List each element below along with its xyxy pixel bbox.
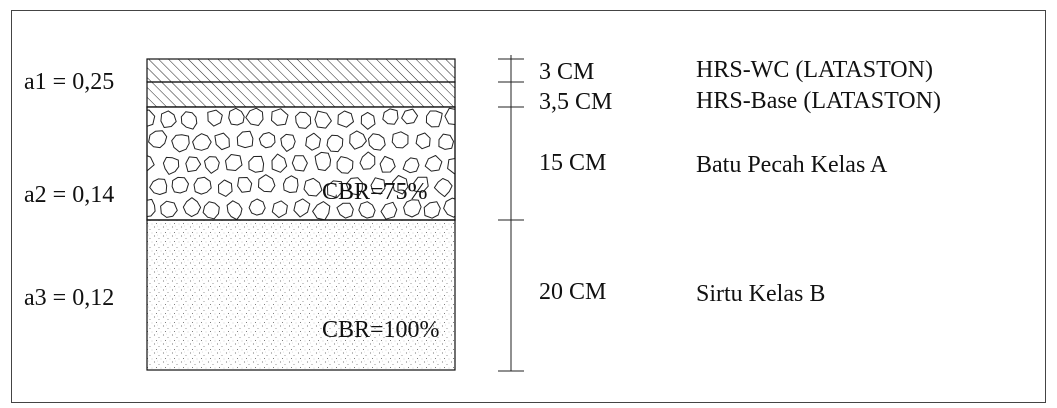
- thickness-dimension-line: [498, 55, 524, 372]
- material-layer-2: HRS-Base (LATASTON): [696, 88, 941, 114]
- stone-shape: [160, 200, 178, 218]
- stone-shape: [258, 174, 276, 193]
- stone-shape: [248, 198, 266, 216]
- stone-shape: [368, 133, 386, 151]
- layer-hrs-wc-fill: [146, 58, 456, 83]
- stone-shape: [438, 133, 454, 150]
- stone-shape: [379, 155, 396, 173]
- stone-shape: [336, 156, 354, 174]
- stone-shape: [358, 201, 376, 219]
- stone-shape: [160, 110, 177, 128]
- stone-shape: [295, 111, 312, 129]
- stone-shape: [228, 107, 245, 126]
- stone-shape: [248, 155, 265, 173]
- stone-shape: [401, 108, 419, 125]
- layer-hrs-base-fill: [146, 81, 456, 108]
- stone-shape: [162, 156, 180, 175]
- stone-shape: [349, 130, 367, 150]
- stone-shape: [225, 154, 243, 171]
- stone-shape: [345, 177, 363, 196]
- thickness-layer-1: 3 CM: [539, 59, 595, 85]
- stone-shape: [326, 134, 344, 153]
- stone-shape: [380, 201, 398, 220]
- stone-shape: [336, 202, 354, 219]
- thickness-layer-3: 15 CM: [539, 150, 607, 176]
- stone-shape: [433, 178, 453, 198]
- stone-shape: [337, 110, 354, 128]
- stone-shape: [391, 131, 409, 149]
- stone-shape: [312, 201, 331, 220]
- stone-shape: [413, 176, 429, 193]
- stone-shape: [458, 177, 474, 194]
- stone-shape: [147, 109, 156, 127]
- coefficient-a2-label: a2 = 0,14: [24, 182, 115, 208]
- stone-shape: [293, 198, 311, 218]
- stone-shape: [207, 109, 223, 127]
- stone-shape: [226, 200, 243, 220]
- stone-shape: [444, 107, 455, 125]
- layer-sirtu-fill: [146, 219, 456, 371]
- stone-shape: [402, 157, 420, 174]
- stone-shape: [149, 178, 168, 195]
- stone-shape: [258, 132, 276, 149]
- stone-shape: [192, 133, 212, 151]
- stone-shape: [403, 199, 422, 218]
- stone-shape: [359, 151, 376, 170]
- stone-shape: [148, 130, 168, 149]
- stone-shape: [424, 155, 443, 172]
- stone-shape: [392, 175, 409, 195]
- stone-shape: [218, 179, 233, 197]
- stone-shape: [425, 110, 443, 128]
- stone-shape: [171, 134, 190, 153]
- stone-shape: [147, 198, 156, 217]
- stone-shape: [214, 132, 230, 151]
- stone-shape: [423, 201, 441, 219]
- stone-shape: [271, 200, 288, 219]
- stone-shape: [280, 133, 296, 152]
- stone-shape: [360, 111, 376, 130]
- material-layer-4: Sirtu Kelas B: [696, 281, 826, 307]
- stone-shape: [204, 156, 220, 174]
- thickness-layer-2: 3,5 CM: [539, 89, 613, 115]
- stone-shape: [202, 201, 220, 220]
- cbr-subbase-label: CBR=100%: [322, 317, 440, 343]
- stone-shape: [459, 131, 473, 148]
- coefficient-a1-label: a1 = 0,25: [24, 69, 115, 95]
- stone-shape: [327, 180, 344, 199]
- stone-shape: [182, 197, 202, 218]
- stone-shape: [245, 107, 264, 126]
- layer-batu-pecah-fill: [146, 106, 474, 221]
- stone-shape: [314, 151, 332, 171]
- stone-shape: [180, 111, 198, 130]
- diagram-frame: [11, 10, 1046, 403]
- stone-shape: [171, 176, 189, 194]
- thickness-layer-4: 20 CM: [539, 279, 607, 305]
- stone-shape: [271, 108, 289, 126]
- stone-shape: [443, 197, 455, 218]
- stone-shape: [314, 110, 332, 129]
- coefficient-a3-label: a3 = 0,12: [24, 285, 115, 311]
- stone-shape: [271, 153, 288, 173]
- stone-shape: [303, 177, 323, 197]
- material-layer-1: HRS-WC (LATASTON): [696, 57, 933, 83]
- stone-shape: [236, 130, 254, 149]
- stone-shape: [305, 132, 321, 151]
- stone-shape: [291, 155, 308, 172]
- stone-shape: [237, 177, 253, 193]
- stone-shape: [193, 176, 212, 195]
- cbr-base-label: CBR=75%: [322, 179, 428, 205]
- stone-shape: [185, 156, 202, 173]
- stone-shape: [283, 175, 299, 193]
- material-layer-3: Batu Pecah Kelas A: [696, 152, 888, 178]
- stone-shape: [147, 155, 155, 172]
- stone-shape: [415, 132, 431, 150]
- stone-shape: [370, 177, 386, 195]
- stone-shape: [382, 108, 399, 125]
